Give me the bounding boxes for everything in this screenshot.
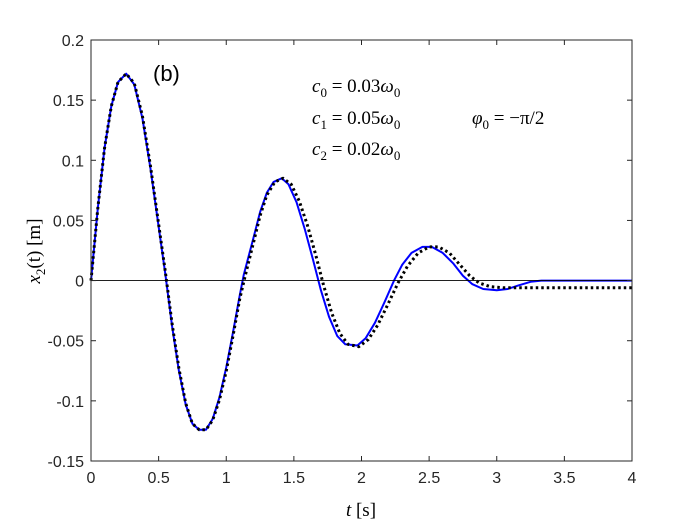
y-axis-label-sub: 2	[33, 269, 48, 276]
annotation-c1-sub: 1	[320, 117, 327, 132]
annotation-c2: c2 = 0.02ω0	[312, 139, 400, 163]
x-tick-label: 2.5	[418, 470, 440, 487]
annotation-c0-unit: ω	[380, 76, 393, 97]
series-layer	[89, 72, 632, 432]
y-axis-label: x2(t) [m]	[24, 218, 48, 284]
x-tick-label: 4	[628, 470, 637, 487]
annotation-c2-unit: ω	[380, 139, 393, 160]
y-tick-label: 0.05	[53, 213, 84, 230]
annotation-c1: c1 = 0.05ω0	[312, 108, 400, 132]
y-tick-label: -0.05	[48, 334, 85, 351]
y-tick-label: -0.15	[48, 454, 85, 471]
annotation-phi: φ0 = −π/2	[472, 108, 544, 132]
annotation-c0-sub: 0	[320, 85, 327, 100]
annotation-c1-eq: = 0.05	[327, 108, 380, 129]
annotation-c2-var: c	[312, 139, 321, 160]
series-solid-line	[90, 72, 632, 431]
x-tick-label: 1	[222, 470, 231, 487]
y-tick-label: -0.1	[56, 394, 84, 411]
y-axis-label-rest: (t) [m]	[24, 218, 45, 268]
x-axis-label-var: t	[346, 500, 352, 521]
x-tick-label: 0.5	[148, 470, 170, 487]
y-tick-label: 0.2	[62, 33, 84, 50]
y-tick-label: 0.15	[53, 93, 84, 110]
annotation-phi-eq: = −π/2	[489, 108, 544, 129]
annotation-c0-unit-sub: 0	[394, 85, 401, 100]
annotation-c1-unit-sub: 0	[394, 117, 401, 132]
x-axis-label: t [s]	[346, 500, 376, 521]
annotation-c2-unit-sub: 0	[394, 148, 401, 163]
y-tick-label: 0	[75, 274, 84, 291]
x-tick-label: 0	[87, 470, 96, 487]
x-tick-label: 3	[492, 470, 501, 487]
annotation-c2-sub: 2	[320, 148, 327, 163]
y-tick-label: 0.1	[62, 153, 84, 170]
annotation-c0-var: c	[312, 76, 321, 97]
annotation-c0-eq: = 0.03	[327, 76, 380, 97]
panel-label: (b)	[153, 61, 180, 86]
annotation-c1-var: c	[312, 108, 321, 129]
x-tick-label: 2	[357, 470, 366, 487]
plot-area-box	[90, 39, 633, 462]
y-axis-label-var: x	[24, 275, 45, 285]
x-axis-label-unit: [s]	[351, 500, 376, 521]
annotation-c2-eq: = 0.02	[327, 139, 380, 160]
x-tick-label: 1.5	[283, 470, 305, 487]
annotation-c0: c0 = 0.03ω0	[312, 76, 400, 100]
x-tick-label: 3.5	[553, 470, 575, 487]
annotation-c1-unit: ω	[380, 108, 393, 129]
series-dotted-line	[89, 72, 632, 432]
ticks-layer: 0 0.5 1 1.5 2 2.5 3 3.5 4 0.2 0.15 0.1 0.05 0 -0.05 -0.…	[48, 33, 637, 487]
annotation-phi-sub: 0	[483, 117, 490, 132]
annotation-phi-var: φ	[472, 108, 483, 129]
